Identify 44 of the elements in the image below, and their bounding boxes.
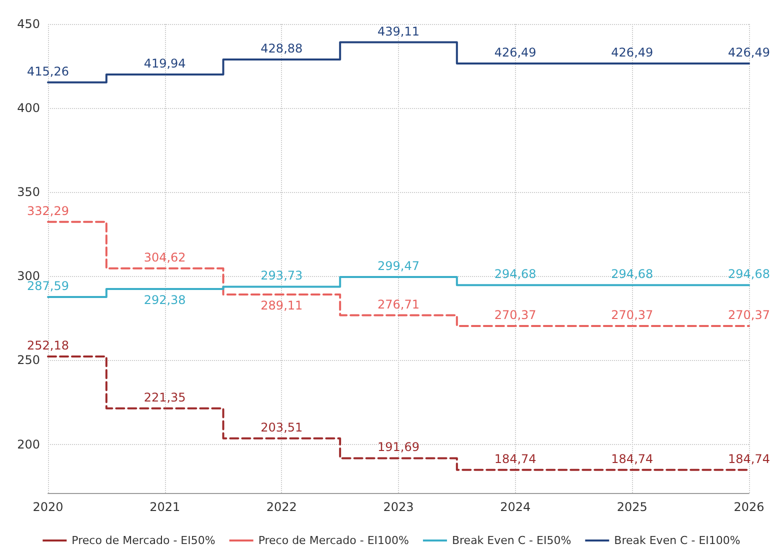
data-label: 292,38: [144, 292, 186, 307]
y-tick-label: 200: [17, 437, 40, 452]
legend-label: Break Even C - EI100%: [614, 534, 740, 547]
legend-label: Preco de Mercado - EI50%: [72, 534, 216, 547]
y-tick-label: 250: [17, 353, 40, 368]
x-tick-label: 2022: [266, 500, 297, 514]
data-label: 184,74: [728, 452, 770, 466]
data-label: 184,74: [611, 452, 654, 466]
data-label: 184,74: [494, 452, 536, 466]
data-label: 191,69: [378, 440, 420, 454]
data-label: 293,73: [260, 268, 303, 283]
data-label: 221,35: [144, 390, 186, 404]
data-label: 426,49: [494, 46, 536, 60]
data-label: 426,49: [611, 46, 654, 60]
data-label: 415,26: [27, 64, 69, 78]
data-label: 203,51: [260, 420, 303, 434]
x-tick-label: 2025: [616, 500, 648, 514]
legend-label: Break Even C - EI50%: [452, 534, 572, 547]
data-label: 276,71: [378, 297, 420, 312]
data-label: 294,68: [611, 267, 654, 282]
x-tick-label: 2023: [383, 500, 414, 514]
data-label: 294,68: [494, 267, 536, 282]
data-label: 289,11: [260, 298, 303, 312]
data-label: 270,37: [494, 308, 536, 322]
data-label: 426,49: [728, 46, 770, 60]
data-label: 439,11: [378, 24, 420, 38]
y-tick-label: 400: [17, 101, 40, 116]
y-tick-label: 450: [17, 17, 40, 31]
data-label: 428,88: [260, 42, 303, 56]
data-label: 252,18: [27, 338, 69, 353]
data-label: 270,37: [728, 308, 770, 322]
data-label: 294,68: [728, 267, 770, 282]
data-label: 332,29: [27, 204, 69, 218]
y-tick-label: 350: [17, 185, 40, 200]
data-label: 419,94: [144, 56, 186, 71]
data-label: 270,37: [611, 308, 654, 322]
data-label: 287,59: [27, 279, 69, 294]
x-tick-label: 2026: [734, 500, 764, 514]
x-tick-label: 2020: [32, 500, 64, 514]
x-tick-label: 2024: [500, 500, 531, 514]
data-label: 304,62: [144, 250, 186, 264]
legend-label: Preco de Mercado - EI100%: [258, 534, 409, 547]
x-tick-label: 2021: [150, 500, 180, 514]
data-label: 299,47: [378, 259, 420, 274]
